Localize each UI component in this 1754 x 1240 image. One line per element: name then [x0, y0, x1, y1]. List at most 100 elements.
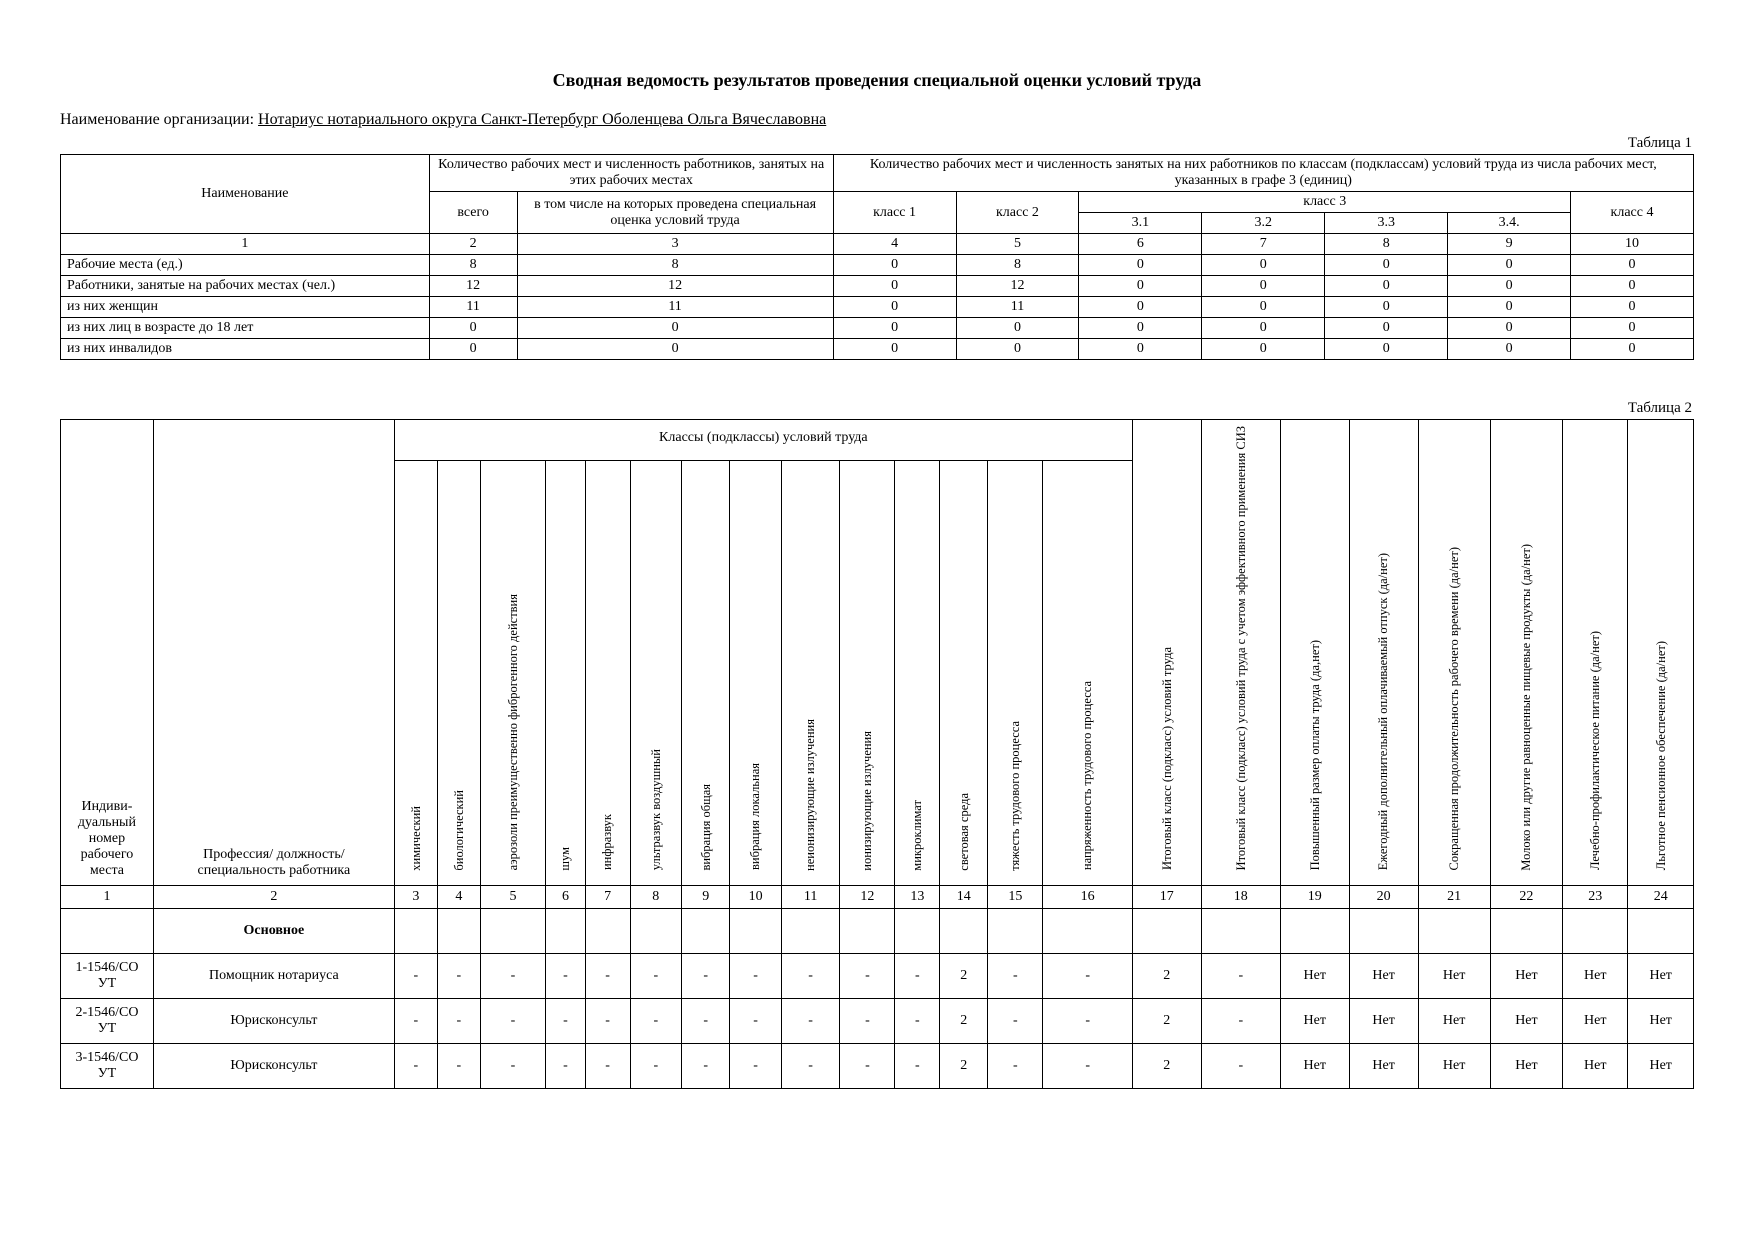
t1-cell: 11 [956, 297, 1079, 318]
t2-colnum: 17 [1132, 886, 1201, 909]
t1-cell: 0 [1325, 318, 1448, 339]
t2-row-id: 1-1546/СО УТ [61, 954, 154, 999]
t2-colnum: 16 [1043, 886, 1132, 909]
t2-h-factor: напряженность трудового процесса [1043, 461, 1132, 886]
t2-h-factor: неионизирующие излучения [781, 461, 840, 886]
t2-colnum: 24 [1628, 886, 1694, 909]
t2-cell: - [437, 999, 480, 1044]
t2-cell: Нет [1563, 954, 1628, 999]
t2-colnum: 3 [394, 886, 437, 909]
t2-colnum: 21 [1418, 886, 1490, 909]
t2-cell: Нет [1349, 999, 1418, 1044]
t2-h-factor: ионизирующие излучения [840, 461, 895, 886]
t1-cell: 0 [1202, 276, 1325, 297]
t2-cell: - [585, 999, 630, 1044]
t1-cell: 0 [1202, 318, 1325, 339]
t1-h-c4: класс 4 [1571, 192, 1694, 234]
t1-cell: 0 [1448, 276, 1571, 297]
t1-h-c33: 3.3 [1325, 213, 1448, 234]
t1-cell: 0 [833, 318, 956, 339]
t2-cell: 2 [1132, 999, 1201, 1044]
t2-cell: - [730, 1044, 782, 1089]
t2-cell: - [1043, 1044, 1132, 1089]
t2-colnum: 20 [1349, 886, 1418, 909]
t1-cell: 0 [1448, 339, 1571, 360]
t1-cell: 0 [1079, 276, 1202, 297]
t2-cell: - [682, 1044, 730, 1089]
t2-section-empty [1280, 909, 1349, 954]
t2-cell: - [781, 954, 840, 999]
t2-section-empty [940, 909, 988, 954]
t2-section-empty [437, 909, 480, 954]
t2-cell: - [840, 999, 895, 1044]
t2-h-prof: Профессия/ должность/ специальность рабо… [153, 420, 394, 886]
t2-h-factor: инфразвук [585, 461, 630, 886]
t1-cell: 0 [1571, 255, 1694, 276]
t1-h-c34: 3.4. [1448, 213, 1571, 234]
t1-cell: 12 [517, 276, 833, 297]
t2-h-t6: Лечебно-профилактическое пи­тание (да/не… [1563, 420, 1628, 886]
table2-caption: Таблица 2 [60, 400, 1692, 417]
t2-h-classgrp: Классы (подклассы) условий труда [394, 420, 1132, 461]
t1-cell: 0 [517, 339, 833, 360]
org-label: Наименование организации: [60, 111, 254, 128]
t1-row-label: Рабочие места (ед.) [61, 255, 430, 276]
t1-colnum: 1 [61, 234, 430, 255]
t2-cell: - [730, 954, 782, 999]
t1-colnum: 8 [1325, 234, 1448, 255]
t2-cell: - [480, 954, 545, 999]
t1-cell: 8 [517, 255, 833, 276]
t1-cell: 0 [1079, 255, 1202, 276]
t1-cell: 0 [956, 318, 1079, 339]
t2-cell: - [1201, 1044, 1280, 1089]
t2-h-t5: Молоко или другие равноценные пищевые пр… [1490, 420, 1562, 886]
t1-h-class: Количество рабочих мест и численность за… [833, 155, 1693, 192]
t2-cell: Нет [1418, 1044, 1490, 1089]
t2-section-empty [1043, 909, 1132, 954]
t1-colnum: 7 [1202, 234, 1325, 255]
t2-cell: Нет [1418, 999, 1490, 1044]
t2-cell: Нет [1418, 954, 1490, 999]
t2-cell: Нет [1628, 999, 1694, 1044]
t2-cell: - [730, 999, 782, 1044]
t2-colnum: 2 [153, 886, 394, 909]
t2-section-empty [1563, 909, 1628, 954]
t2-cell: - [480, 999, 545, 1044]
t2-h-factor: световая среда [940, 461, 988, 886]
t1-cell: 0 [1571, 339, 1694, 360]
t2-section-empty [1349, 909, 1418, 954]
t1-colnum: 9 [1448, 234, 1571, 255]
org-line: Наименование организации: Нотариус нотар… [60, 111, 1694, 129]
t2-cell: 2 [940, 999, 988, 1044]
t2-section-empty [585, 909, 630, 954]
t2-cell: - [437, 1044, 480, 1089]
t1-cell: 0 [1571, 297, 1694, 318]
t2-cell: - [682, 954, 730, 999]
t2-cell: - [895, 1044, 940, 1089]
table1: Наименование Количество рабочих мест и ч… [60, 154, 1694, 360]
t2-h-factor: химический [394, 461, 437, 886]
t2-section-empty [682, 909, 730, 954]
t2-colnum: 13 [895, 886, 940, 909]
t2-cell: Нет [1628, 954, 1694, 999]
table2: Индиви­дуаль­ный номер рабоче­го места П… [60, 419, 1694, 1089]
t2-cell: - [585, 954, 630, 999]
t1-colnum: 5 [956, 234, 1079, 255]
t2-cell: - [546, 1044, 586, 1089]
t1-cell: 12 [429, 276, 517, 297]
t2-colnum: 5 [480, 886, 545, 909]
t2-cell: - [840, 954, 895, 999]
t2-colnum: 18 [1201, 886, 1280, 909]
t2-h-id: Индиви­дуаль­ный номер рабоче­го места [61, 420, 154, 886]
t1-colnum: 10 [1571, 234, 1694, 255]
t2-h-t1: Итоговый класс (подкласс) усло­вий труда… [1201, 420, 1280, 886]
t2-cell: - [630, 954, 682, 999]
t2-colnum: 19 [1280, 886, 1349, 909]
t1-cell: 0 [1571, 318, 1694, 339]
t2-colnum: 10 [730, 886, 782, 909]
t2-h-t3: Ежегодный дополнительный оплачиваемый от… [1349, 420, 1418, 886]
t2-cell: Нет [1349, 954, 1418, 999]
t2-section-empty [840, 909, 895, 954]
t2-section-empty [1132, 909, 1201, 954]
t2-cell: Нет [1563, 1044, 1628, 1089]
